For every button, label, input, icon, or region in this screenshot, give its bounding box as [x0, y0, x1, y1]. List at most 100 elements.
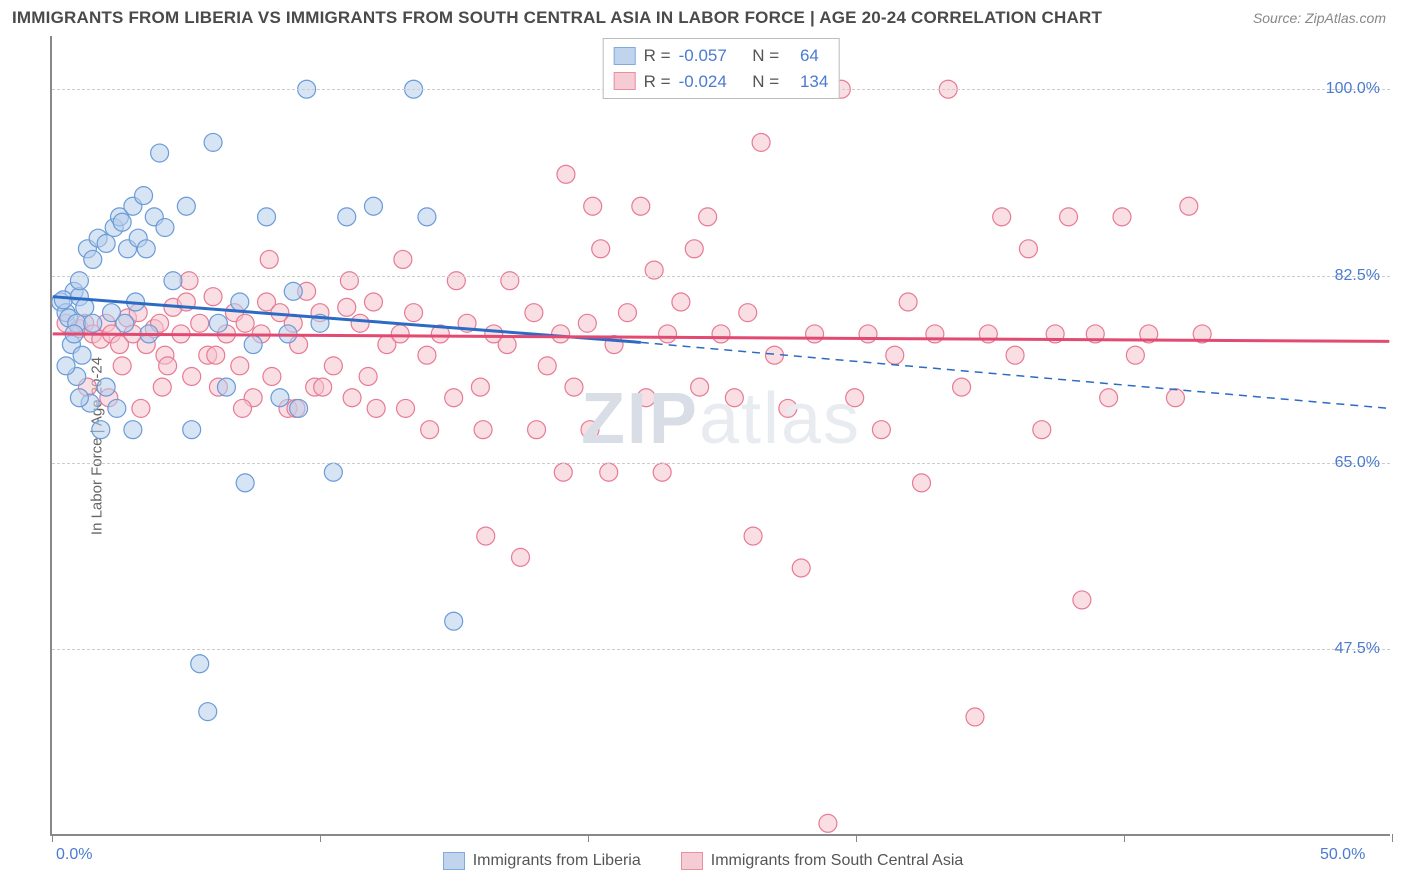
scatter-point-sca — [1033, 421, 1051, 439]
x-tick — [320, 834, 321, 842]
scatter-point-liberia — [284, 282, 302, 300]
scatter-point-sca — [552, 325, 570, 343]
scatter-point-sca — [739, 304, 757, 322]
scatter-point-liberia — [84, 314, 102, 332]
scatter-point-sca — [367, 399, 385, 417]
scatter-point-sca — [846, 389, 864, 407]
scatter-point-sca — [113, 357, 131, 375]
scatter-point-sca — [153, 378, 171, 396]
scatter-point-liberia — [271, 389, 289, 407]
scatter-point-sca — [421, 421, 439, 439]
scatter-point-sca — [183, 368, 201, 386]
scatter-point-sca — [584, 197, 602, 215]
scatter-point-liberia — [258, 208, 276, 226]
scatter-point-sca — [752, 133, 770, 151]
scatter-point-liberia — [236, 474, 254, 492]
scatter-point-sca — [397, 399, 415, 417]
scatter-point-sca — [338, 298, 356, 316]
scatter-point-sca — [632, 197, 650, 215]
scatter-point-sca — [953, 378, 971, 396]
scatter-point-sca — [659, 325, 677, 343]
legend-swatch-liberia — [443, 852, 465, 870]
correlation-legend-row-sca: R = -0.024 N = 134 — [614, 69, 829, 95]
scatter-point-sca — [501, 272, 519, 290]
scatter-point-sca — [1100, 389, 1118, 407]
scatter-point-sca — [418, 346, 436, 364]
scatter-point-liberia — [164, 272, 182, 290]
series-label-liberia: Immigrants from Liberia — [473, 852, 641, 870]
scatter-point-sca — [1019, 240, 1037, 258]
scatter-point-liberia — [84, 250, 102, 268]
scatter-point-sca — [236, 314, 254, 332]
scatter-point-liberia — [73, 346, 91, 364]
scatter-point-sca — [364, 293, 382, 311]
scatter-point-liberia — [324, 463, 342, 481]
r-label: R = — [644, 69, 671, 95]
scatter-point-liberia — [418, 208, 436, 226]
scatter-point-sca — [159, 357, 177, 375]
scatter-point-sca — [538, 357, 556, 375]
y-tick-label: 65.0% — [1335, 454, 1380, 472]
scatter-point-liberia — [54, 291, 72, 309]
scatter-point-sca — [744, 527, 762, 545]
scatter-point-sca — [872, 421, 890, 439]
scatter-point-sca — [1006, 346, 1024, 364]
scatter-point-sca — [578, 314, 596, 332]
scatter-point-sca — [557, 165, 575, 183]
chart-title: IMMIGRANTS FROM LIBERIA VS IMMIGRANTS FR… — [12, 8, 1102, 28]
legend-swatch-sca — [614, 72, 636, 90]
scatter-point-liberia — [290, 399, 308, 417]
scatter-point-sca — [525, 304, 543, 322]
scatter-point-sca — [405, 304, 423, 322]
scatter-point-liberia — [445, 612, 463, 630]
scatter-point-sca — [340, 272, 358, 290]
scatter-point-sca — [132, 399, 150, 417]
x-tick — [856, 834, 857, 842]
scatter-point-sca — [477, 527, 495, 545]
x-tick — [1124, 834, 1125, 842]
n-value-sca: 134 — [800, 69, 828, 95]
scatter-point-sca — [725, 389, 743, 407]
gridline-h — [52, 276, 1390, 277]
scatter-point-sca — [565, 378, 583, 396]
r-value-sca: -0.024 — [679, 69, 727, 95]
n-label: N = — [752, 69, 779, 95]
scatter-point-sca — [618, 304, 636, 322]
scatter-point-liberia — [364, 197, 382, 215]
scatter-point-liberia — [217, 378, 235, 396]
scatter-point-sca — [637, 389, 655, 407]
gridline-h — [52, 649, 1390, 650]
scatter-point-sca — [592, 240, 610, 258]
n-label: N = — [752, 43, 779, 69]
series-label-sca: Immigrants from South Central Asia — [711, 852, 964, 870]
legend-swatch-liberia — [614, 47, 636, 65]
scatter-point-sca — [792, 559, 810, 577]
scatter-point-sca — [351, 314, 369, 332]
r-value-liberia: -0.057 — [679, 43, 727, 69]
scatter-point-liberia — [57, 357, 75, 375]
scatter-point-sca — [913, 474, 931, 492]
series-legend-item-liberia: Immigrants from Liberia — [443, 852, 641, 870]
scatter-point-sca — [699, 208, 717, 226]
scatter-point-liberia — [124, 421, 142, 439]
scatter-point-sca — [474, 421, 492, 439]
y-tick-label: 47.5% — [1335, 640, 1380, 658]
scatter-point-sca — [581, 421, 599, 439]
scatter-point-sca — [859, 325, 877, 343]
scatter-point-liberia — [244, 336, 262, 354]
scatter-point-sca — [600, 463, 618, 481]
scatter-point-sca — [263, 368, 281, 386]
series-legend: Immigrants from Liberia Immigrants from S… — [0, 852, 1406, 870]
scatter-point-sca — [653, 463, 671, 481]
scatter-point-liberia — [108, 399, 126, 417]
series-legend-item-sca: Immigrants from South Central Asia — [681, 852, 964, 870]
scatter-point-liberia — [231, 293, 249, 311]
scatter-plot-svg — [52, 36, 1390, 834]
scatter-point-sca — [966, 708, 984, 726]
scatter-point-sca — [993, 208, 1011, 226]
scatter-point-sca — [554, 463, 572, 481]
scatter-point-liberia — [92, 421, 110, 439]
scatter-point-liberia — [209, 314, 227, 332]
scatter-point-liberia — [177, 197, 195, 215]
scatter-point-sca — [819, 814, 837, 832]
